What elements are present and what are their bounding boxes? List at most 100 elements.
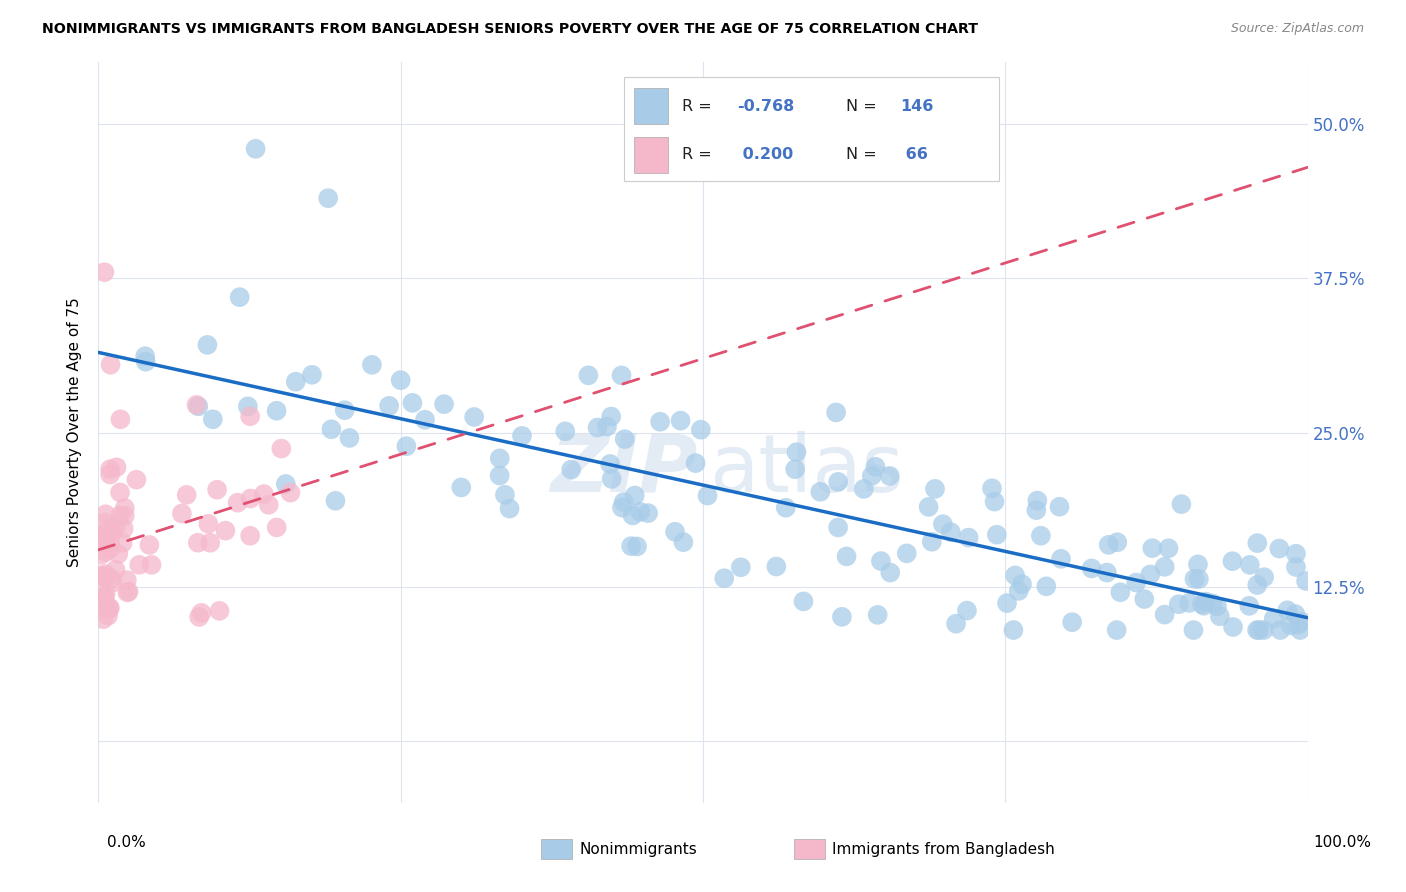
Point (135, 354, 157, 368)
Point (1153, 559, 1175, 574)
Point (97, 602, 120, 616)
Point (1222, 554, 1244, 568)
Text: N =: N = (845, 99, 882, 113)
Text: 0.0%: 0.0% (107, 836, 146, 850)
Point (97, 608, 120, 623)
Point (266, 520, 288, 534)
Point (190, 606, 212, 620)
Point (669, 414, 692, 428)
Point (200, 535, 222, 549)
Point (1008, 583, 1031, 598)
Point (236, 400, 259, 414)
Point (1026, 493, 1049, 508)
Point (321, 422, 343, 436)
Point (134, 349, 156, 363)
Point (93, 612, 115, 626)
Point (1295, 574, 1317, 588)
Point (1133, 592, 1156, 607)
Point (1107, 535, 1129, 549)
Point (91, 528, 114, 542)
Point (921, 534, 943, 549)
Point (613, 432, 636, 446)
Point (870, 554, 893, 568)
Point (792, 594, 814, 608)
Point (1192, 599, 1215, 613)
Point (613, 495, 636, 509)
Point (599, 457, 621, 471)
Point (463, 409, 485, 424)
Point (1285, 547, 1308, 561)
Text: R =: R = (682, 99, 717, 113)
Point (389, 373, 412, 387)
Point (197, 338, 219, 352)
Point (1246, 623, 1268, 637)
Point (1025, 503, 1047, 517)
Point (1178, 596, 1201, 610)
Point (433, 397, 456, 411)
Point (94, 591, 117, 605)
Point (610, 500, 633, 515)
Point (270, 442, 292, 456)
Point (91, 570, 114, 584)
Point (1139, 567, 1161, 582)
Point (648, 415, 671, 429)
Point (94, 507, 117, 521)
Point (1049, 500, 1071, 514)
Point (333, 403, 356, 417)
Bar (634, 137, 668, 173)
Point (94, 531, 117, 545)
Point (986, 527, 1008, 541)
Point (1286, 617, 1309, 632)
Text: 100.0%: 100.0% (1313, 836, 1372, 850)
Point (600, 472, 623, 486)
Point (1277, 603, 1299, 617)
Text: Immigrants from Bangladesh: Immigrants from Bangladesh (832, 842, 1054, 856)
Point (395, 439, 418, 453)
Point (488, 451, 510, 466)
Point (114, 508, 136, 523)
Point (689, 423, 711, 437)
Point (825, 405, 848, 419)
FancyBboxPatch shape (624, 78, 1000, 181)
Point (93, 570, 115, 584)
Point (94, 586, 117, 600)
Point (105, 460, 128, 475)
Point (1206, 599, 1229, 614)
Point (1279, 618, 1302, 632)
Point (696, 489, 718, 503)
Point (316, 191, 339, 205)
Point (101, 524, 124, 539)
Point (1142, 541, 1164, 556)
Point (186, 398, 208, 412)
Point (957, 531, 980, 545)
Point (208, 604, 231, 618)
Point (413, 413, 436, 427)
Point (176, 488, 198, 502)
Point (1201, 596, 1223, 610)
Point (510, 429, 533, 443)
Point (239, 529, 262, 543)
Point (253, 487, 276, 501)
Point (628, 505, 651, 519)
Point (560, 462, 582, 476)
Point (1246, 536, 1268, 550)
Point (1182, 623, 1205, 637)
Point (100, 541, 122, 556)
Text: NONIMMIGRANTS VS IMMIGRANTS FROM BANGLADESH SENIORS POVERTY OVER THE AGE OF 75 C: NONIMMIGRANTS VS IMMIGRANTS FROM BANGLAD… (42, 22, 979, 37)
Point (187, 400, 209, 414)
Text: R =: R = (682, 147, 717, 162)
Point (600, 409, 623, 424)
Point (93, 590, 115, 604)
Point (257, 498, 280, 512)
Point (981, 481, 1004, 495)
Point (637, 506, 659, 520)
Point (1002, 623, 1025, 637)
Point (879, 566, 901, 580)
Point (808, 484, 831, 499)
Point (450, 480, 472, 494)
Point (1184, 572, 1206, 586)
Text: ZIP: ZIP (550, 431, 697, 508)
Point (1285, 560, 1308, 574)
Point (896, 546, 918, 560)
Point (125, 473, 148, 487)
